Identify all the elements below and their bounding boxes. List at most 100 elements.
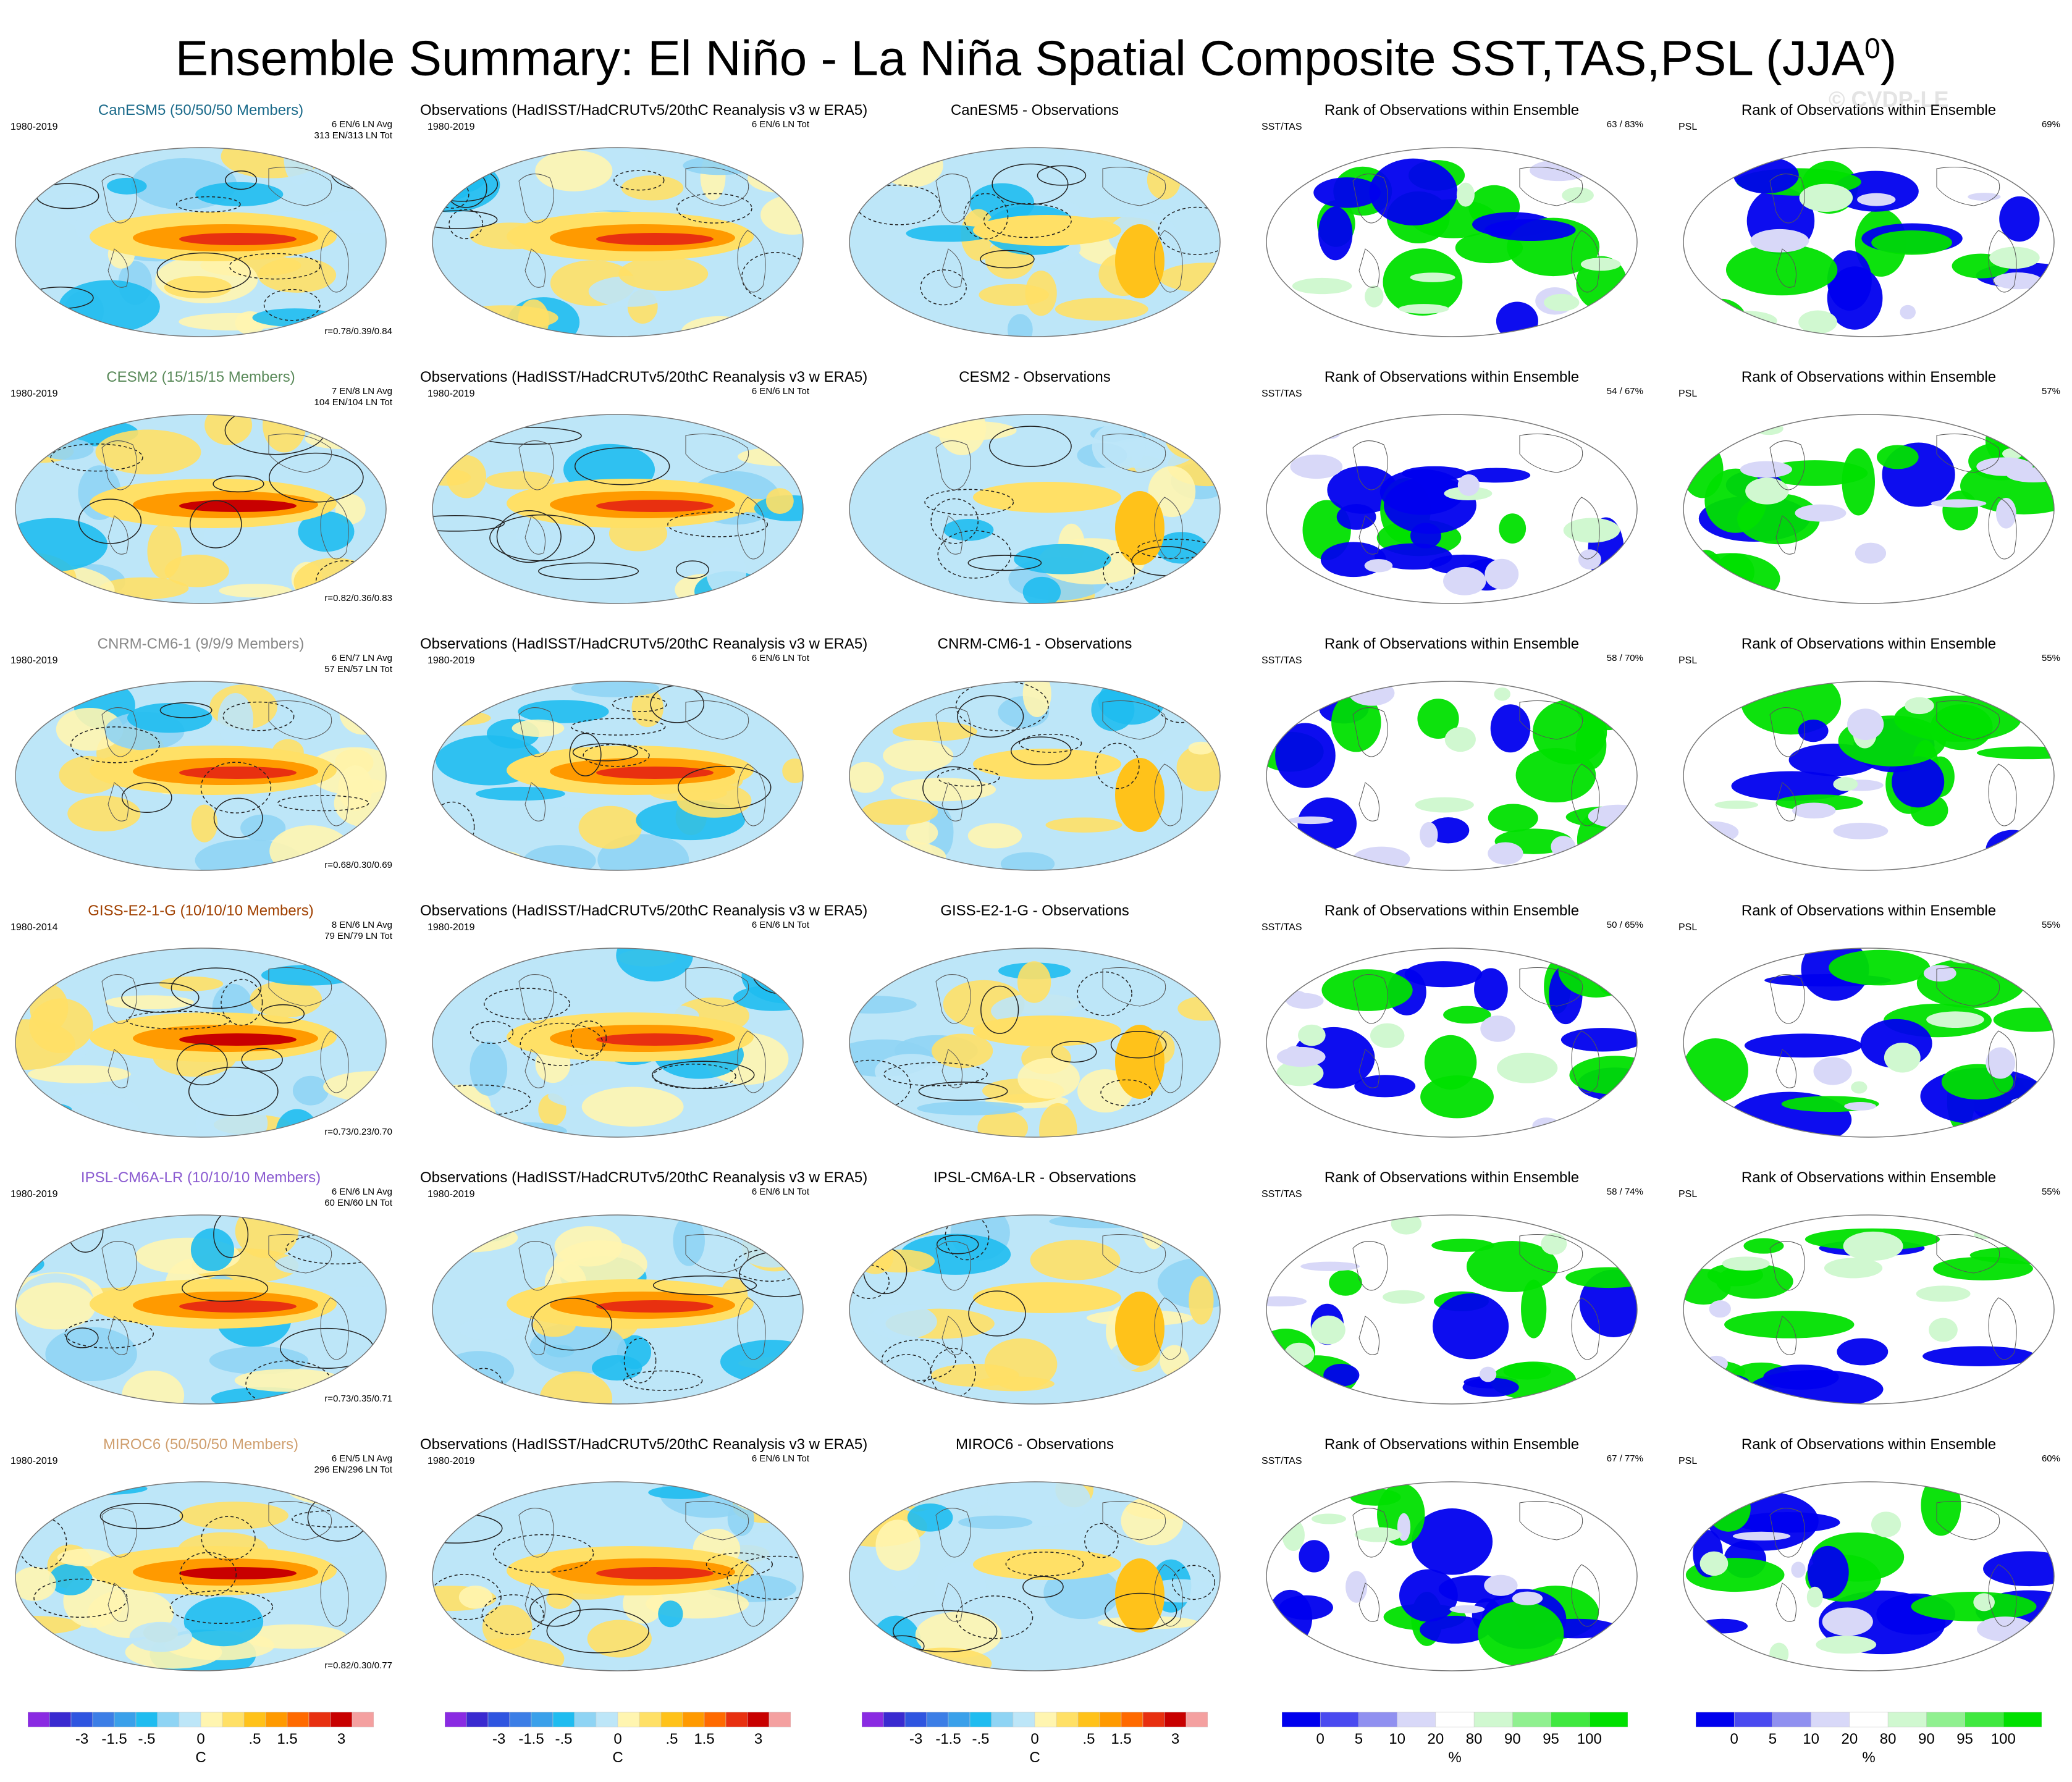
rank-mid-region bbox=[1926, 1011, 1984, 1028]
rank-mid-region bbox=[1929, 1318, 1958, 1342]
panel-rank-psl: Rank of Observations within Ensemble PSL 6… bbox=[1671, 83, 2066, 343]
colorbar-rank-psl: 0 5 10 20 80 90 95 100% bbox=[1696, 1711, 2042, 1773]
rank-mid-region bbox=[1923, 965, 1956, 982]
rank-high-region bbox=[1478, 1601, 1564, 1666]
total-count: 57 EN/57 LN Tot bbox=[324, 664, 392, 675]
cool-anomaly bbox=[432, 1122, 490, 1137]
rank-mid-region bbox=[1843, 1231, 1903, 1261]
warm-anomaly bbox=[587, 1620, 652, 1658]
total-count: 296 EN/296 LN Tot bbox=[314, 1465, 392, 1475]
psl-contour bbox=[623, 1338, 657, 1384]
map-svg bbox=[432, 414, 804, 604]
colorbar-swatch bbox=[1056, 1712, 1079, 1728]
rank-title: Rank of Observations within Ensemble bbox=[1741, 102, 1997, 119]
diff-anomaly bbox=[1115, 1292, 1164, 1366]
colorbar-swatches bbox=[862, 1712, 1208, 1728]
map-svg bbox=[15, 1481, 387, 1671]
psl-contour bbox=[1022, 1576, 1064, 1598]
warm-anomaly bbox=[760, 195, 803, 235]
psl-contour bbox=[957, 695, 1024, 738]
enso-tongue-core bbox=[179, 1033, 297, 1046]
psl-contour bbox=[612, 696, 668, 712]
warm-anomaly bbox=[342, 307, 381, 337]
rank-title: Rank of Observations within Ensemble bbox=[1324, 902, 1580, 919]
rank-mid-region bbox=[1488, 842, 1523, 865]
psl-contour bbox=[343, 836, 385, 870]
model-period: 1980-2019 bbox=[11, 655, 58, 666]
diff-anomaly bbox=[1115, 1025, 1164, 1099]
rank-mid-region bbox=[1444, 726, 1476, 752]
map-rank-sst bbox=[1260, 144, 1643, 340]
rank-high-region bbox=[1321, 969, 1413, 1011]
warm-anomaly bbox=[880, 148, 943, 188]
cool-anomaly bbox=[658, 1600, 683, 1628]
psl-contour bbox=[496, 510, 562, 563]
rank-var-label: PSL bbox=[1678, 122, 1698, 132]
psl-contour bbox=[171, 967, 262, 1009]
rank-low-region bbox=[1297, 797, 1357, 850]
coastline bbox=[518, 1234, 766, 1360]
pattern-correlation: r=0.82/0.30/0.77 bbox=[324, 1660, 392, 1671]
diff-anomaly bbox=[1115, 224, 1164, 298]
enso-tongue-core bbox=[596, 500, 714, 512]
map-model bbox=[9, 411, 392, 607]
map-model bbox=[9, 144, 392, 340]
warm-anomaly bbox=[535, 150, 613, 191]
warm-anomaly bbox=[1025, 271, 1057, 316]
map-svg bbox=[849, 414, 1221, 604]
warm-anomaly bbox=[1189, 1276, 1214, 1325]
rank-low-region bbox=[1433, 1293, 1509, 1360]
enso-tongue-core bbox=[179, 233, 297, 245]
psl-contour bbox=[678, 765, 772, 809]
panel-model: GISS-E2-1-G (10/10/10 Members) 1980-2014 8… bbox=[3, 884, 398, 1143]
warm-anomaly bbox=[1055, 297, 1148, 321]
diff-title: CESM2 - Observations bbox=[959, 369, 1111, 385]
colorbar-swatch bbox=[1358, 1712, 1397, 1728]
psl-contour bbox=[449, 209, 484, 240]
rank-mid-region bbox=[1806, 1586, 1823, 1608]
obs-title: Observations (HadISST/HadCRUTv5/20thC Re… bbox=[420, 369, 868, 385]
coastline bbox=[935, 1501, 1183, 1627]
colorbar-swatches bbox=[1696, 1712, 2042, 1728]
psl-contour bbox=[188, 1067, 279, 1116]
map-svg bbox=[432, 1481, 804, 1671]
rank-low-region bbox=[1404, 961, 1483, 988]
coastline bbox=[1352, 1234, 1600, 1360]
panel-model: CanESM5 (50/50/50 Members) 1980-2019 6 EN/… bbox=[3, 83, 398, 343]
colorbar-rank-sst: 0 5 10 20 80 90 95 100% bbox=[1282, 1711, 1628, 1773]
cool-anomaly bbox=[190, 1228, 235, 1271]
rank-percent: 60% bbox=[2041, 1453, 2060, 1464]
panel-obs: Observations (HadISST/HadCRUTv5/20thC Re… bbox=[420, 83, 867, 343]
rank-mid-region bbox=[1871, 1511, 1901, 1537]
psl-contour bbox=[65, 1327, 99, 1348]
psl-contour bbox=[159, 702, 213, 718]
colorbar-unit: % bbox=[1448, 1749, 1462, 1766]
colorbar-tick-label: .5 bbox=[1082, 1731, 1095, 1747]
warm-anomaly bbox=[234, 1369, 344, 1392]
warm-anomaly bbox=[849, 762, 884, 793]
colorbar-swatch bbox=[704, 1712, 726, 1728]
obs-counts: 6 EN/6 LN Tot bbox=[751, 386, 809, 397]
rank-mid-region bbox=[1563, 518, 1620, 543]
model-title: CanESM5 (50/50/50 Members) bbox=[98, 102, 304, 119]
rank-high-region bbox=[1724, 1311, 1855, 1339]
cool-anomaly bbox=[1194, 303, 1220, 337]
cool-anomaly bbox=[432, 839, 488, 870]
coastline bbox=[1769, 1501, 2017, 1627]
colorbar-tick-label: 95 bbox=[1543, 1731, 1559, 1747]
map-border bbox=[1266, 1214, 1638, 1405]
psl-contour bbox=[432, 1217, 489, 1251]
cool-anomaly bbox=[1092, 422, 1146, 471]
colorbar-tick-label: 90 bbox=[1918, 1731, 1935, 1747]
member-counts: 6 EN/7 LN Avg 57 EN/57 LN Tot bbox=[324, 653, 392, 675]
colorbar-swatch bbox=[92, 1712, 115, 1728]
diff-anomaly bbox=[973, 1015, 1121, 1046]
psl-contour bbox=[176, 1043, 228, 1086]
map-svg bbox=[849, 948, 1221, 1138]
map-svg bbox=[15, 1214, 387, 1405]
colorbar-swatch bbox=[28, 1712, 50, 1728]
rank-mid-region bbox=[1276, 1046, 1326, 1067]
psl-contour bbox=[182, 1274, 269, 1302]
rank-mid-region bbox=[1612, 580, 1627, 603]
map-svg bbox=[849, 1214, 1221, 1405]
